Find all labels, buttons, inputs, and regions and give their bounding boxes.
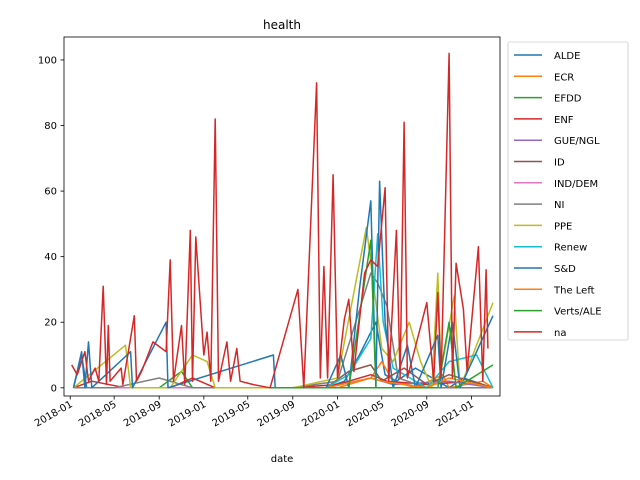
series-line-9 [270,232,494,389]
legend-label: PPE [554,221,572,232]
legend-label: NI [554,200,564,211]
y-tick-label: 0 [51,383,57,394]
legend-label: ECR [554,72,574,83]
legend-frame [507,41,629,341]
y-tick-label: 20 [44,318,57,329]
series-line-13 [71,52,489,389]
legend-items: ALDE ECR EFDD ENF GUE/NGL ID IND/DEM NI PPE Renew… [514,51,602,339]
chart-title: health [263,18,301,32]
legend-label: GUE/NGL [554,136,600,147]
legend-label: ENF [554,115,574,126]
legend-label: Verts/ALE [554,307,602,318]
legend-label: IND/DEM [554,179,598,190]
plot-frame [63,36,501,397]
y-tick-label: 100 [38,55,57,66]
y-tick-label: 60 [44,187,57,198]
y-axis: 0 20 40 60 80 100 [38,55,64,394]
y-tick-label: 80 [44,121,57,132]
legend-label: ID [554,158,565,169]
x-axis-label: date [271,454,294,465]
legend-label: na [554,328,566,339]
plot-lines [71,52,494,389]
legend-label: ALDE [554,51,580,62]
legend-label: EFDD [554,94,582,105]
legend-label: S&D [554,264,576,275]
legend: ALDE ECR EFDD ENF GUE/NGL ID IND/DEM NI PPE Renew… [507,41,629,341]
legend-label: The Left [553,285,595,296]
legend-label: Renew [554,243,587,254]
y-tick-label: 40 [44,252,57,263]
